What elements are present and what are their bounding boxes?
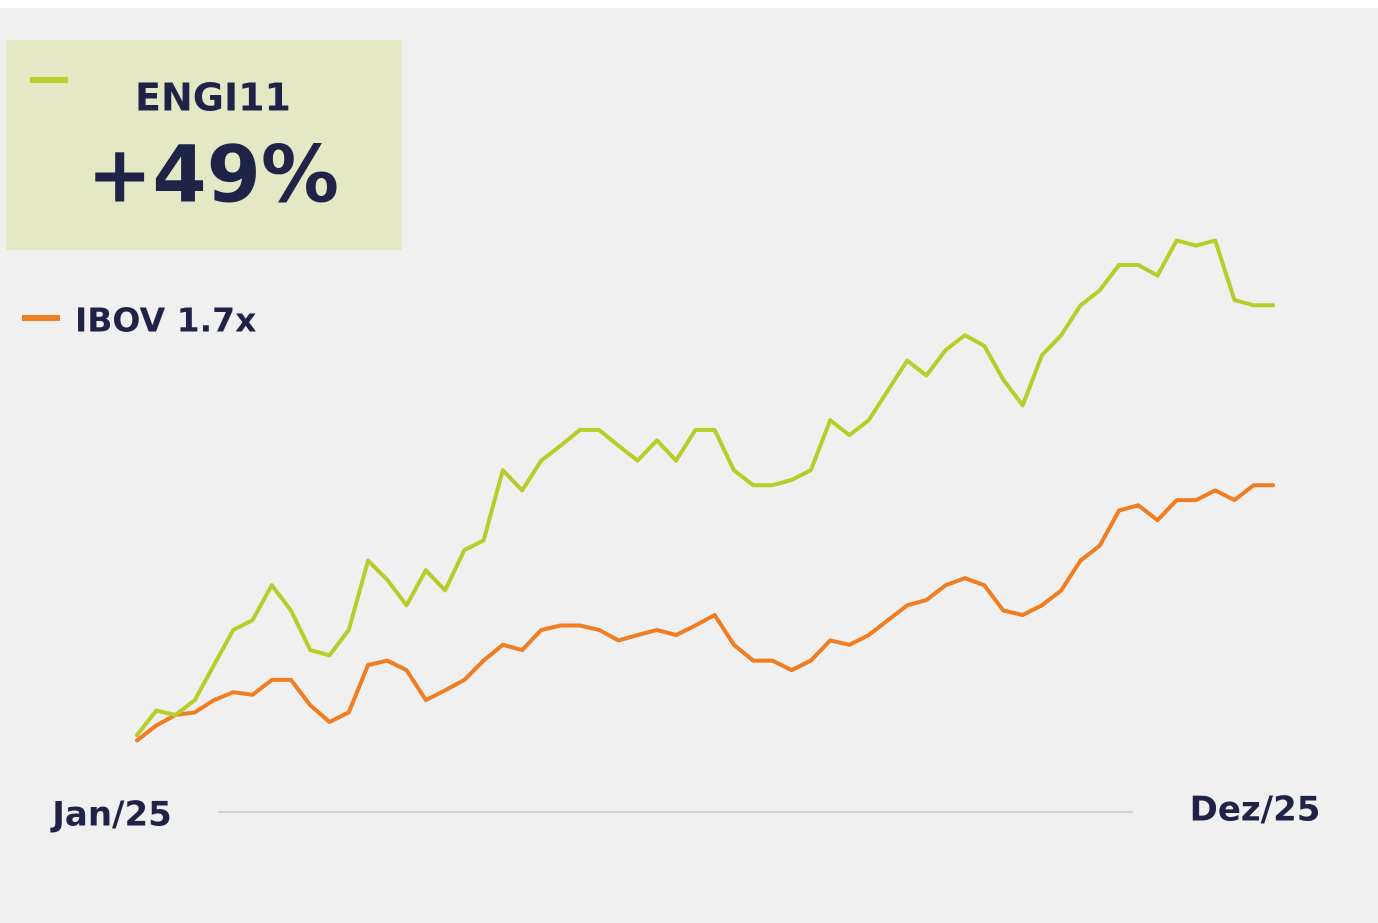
highlight-box — [6, 40, 402, 250]
x-tick-label: Dez/25 — [1190, 790, 1321, 830]
legend-swatch — [30, 77, 68, 83]
series-line — [135, 483, 1275, 743]
x-tick-label: Jan/25 — [50, 795, 172, 835]
legend-swatch — [22, 315, 60, 321]
legend-label: ENGI11 — [135, 76, 291, 120]
annotation: +49% — [87, 130, 339, 220]
series-line — [135, 238, 1275, 738]
legend-label: IBOV 1.7x — [75, 301, 256, 340]
top-strip — [0, 0, 1378, 8]
